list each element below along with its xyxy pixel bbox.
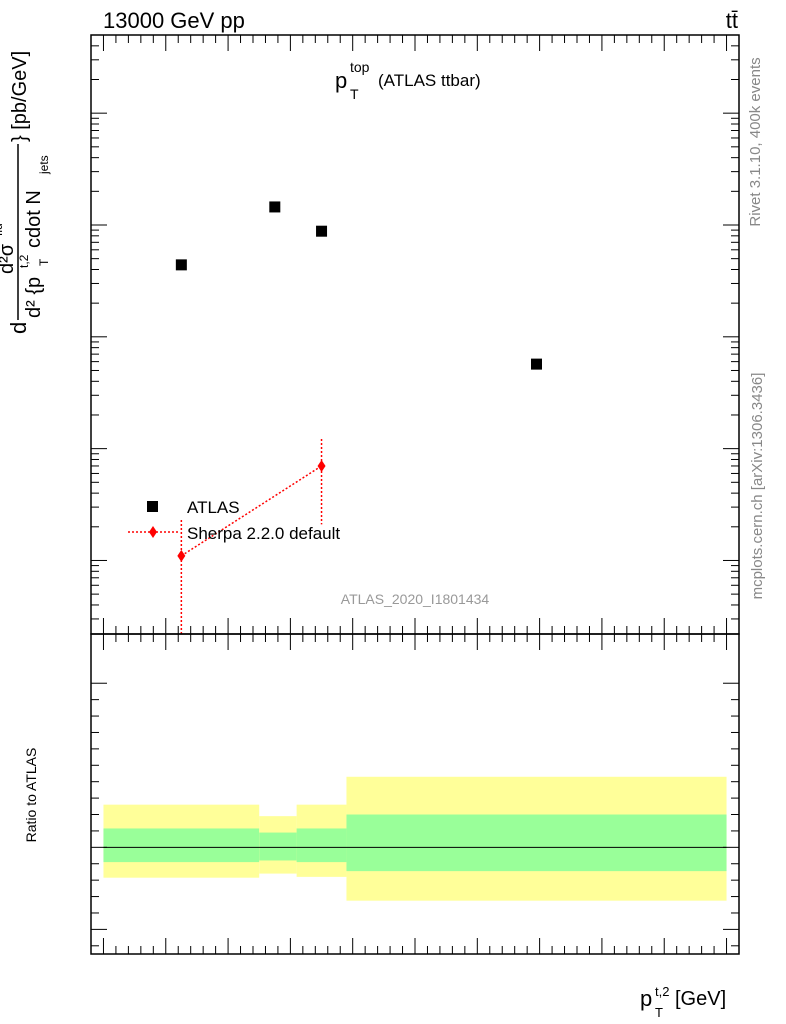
main-y-axis-label: d d²σ fid d² {p t,2 T cdot N jets } [pb/…: [0, 51, 51, 334]
legend: ATLAS Sherpa 2.2.0 default: [128, 498, 340, 543]
ratio-stat-band-bin: [297, 828, 347, 862]
main-panel: p top T (ATLAS ttbar) ATLAS Sherpa 2.2.0…: [91, 35, 739, 634]
ylabel-denominator-b: cdot N: [23, 190, 45, 248]
xlabel-symbol: p: [640, 986, 652, 1011]
ratio-stat-band-bin: [259, 833, 296, 861]
plot-canvas: 13000 GeV pp tt̄ p top T (ATLAS ttbar) A…: [0, 0, 786, 1024]
ylabel-numerator-sup: fid: [0, 223, 5, 236]
plot-title-suffix: (ATLAS ttbar): [378, 71, 481, 90]
header-process-label: tt̄: [726, 8, 738, 33]
plot-title-symbol: p: [335, 68, 347, 93]
ylabel-denominator-a: d² {p: [23, 277, 45, 318]
ratio-data-layer: [103, 777, 726, 901]
ratio-panel: [91, 634, 739, 954]
atlas-data-point: [176, 259, 187, 270]
x-axis-label: p t,2 T [GeV]: [640, 984, 726, 1020]
ratio-stat-band-bin: [346, 815, 726, 872]
ylabel-lead: d: [6, 322, 31, 334]
atlas-data-point: [531, 359, 542, 370]
legend-sherpa-marker: [149, 526, 157, 538]
atlas-data-point: [269, 201, 280, 212]
ylabel-numerator: d²σ: [0, 243, 18, 274]
ratio-y-axis-label: Ratio to ATLAS: [23, 748, 39, 843]
analysis-watermark: ATLAS_2020_I1801434: [341, 591, 490, 607]
legend-atlas-label: ATLAS: [187, 498, 240, 517]
plot-title-sup: top: [350, 59, 370, 75]
ylabel-denominator-sub: T: [37, 258, 51, 266]
ylabel-denominator-sup: t,2: [17, 254, 31, 268]
sherpa-data-point: [318, 460, 326, 472]
main-axes: [91, 35, 739, 634]
xlabel-sub: T: [655, 1005, 663, 1020]
legend-sherpa-label: Sherpa 2.2.0 default: [187, 524, 340, 543]
xlabel-sup: t,2: [655, 984, 669, 999]
sherpa-data-point: [177, 550, 185, 562]
rivet-version-label: Rivet 3.1.10, 400k events: [747, 57, 764, 226]
legend-atlas-marker: [147, 501, 158, 512]
ylabel-denominator-b-sub: jets: [37, 155, 51, 175]
mcplots-source-label: mcplots.cern.ch [arXiv:1306.3436]: [749, 373, 766, 600]
header-collision-label: 13000 GeV pp: [103, 8, 245, 33]
atlas-data-point: [316, 226, 327, 237]
xlabel-unit: [GeV]: [675, 988, 726, 1010]
ratio-stat-band-bin: [103, 828, 259, 862]
ylabel-unit: } [pb/GeV]: [9, 51, 31, 142]
plot-title-sub: T: [350, 86, 359, 102]
main-frame: [91, 35, 739, 634]
main-data-layer: [176, 201, 542, 634]
